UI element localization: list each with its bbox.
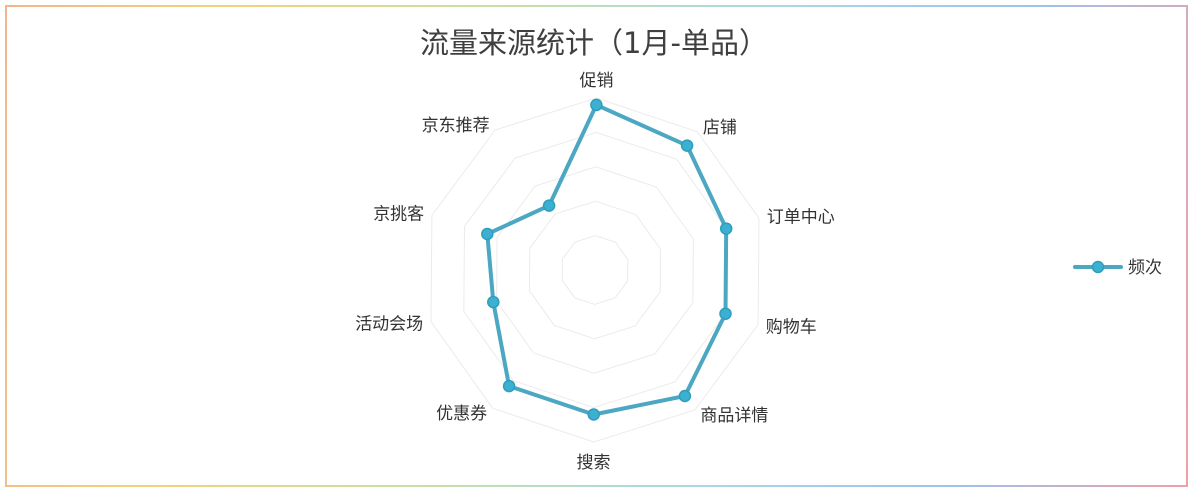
chart-title: 流量来源统计（1月-单品） <box>420 26 768 60</box>
legend-label-0[interactable]: 频次 <box>1128 258 1162 278</box>
grid-ring-2 <box>528 200 662 340</box>
chart-frame <box>5 5 1188 487</box>
data-point-购物车[interactable] <box>719 307 732 320</box>
data-point-搜索[interactable] <box>587 408 600 421</box>
data-point-京东推荐[interactable] <box>542 199 556 212</box>
legend-marker-0 <box>1091 260 1105 274</box>
axis-label-商品详情: 商品详情 <box>700 406 768 426</box>
data-point-促销[interactable] <box>590 98 603 112</box>
axis-label-优惠券: 优惠券 <box>436 404 487 424</box>
axis-label-搜索: 搜索 <box>577 453 611 473</box>
data-point-订单中心[interactable] <box>719 222 733 235</box>
grid-ring-1 <box>561 235 629 305</box>
grid-ring-5 <box>430 97 760 443</box>
grid-ring-4 <box>463 131 727 409</box>
series-line-0 <box>485 102 729 417</box>
axis-label-店铺: 店铺 <box>703 118 737 138</box>
grid-ring-3 <box>496 166 694 374</box>
axis-label-活动会场: 活动会场 <box>355 315 423 335</box>
data-point-优惠券[interactable] <box>502 379 516 393</box>
axis-label-京东推荐: 京东推荐 <box>422 116 490 136</box>
radar-grid <box>430 97 760 443</box>
axis-label-订单中心: 订单中心 <box>767 208 835 228</box>
axis-label-促销: 促销 <box>580 71 614 91</box>
axis-label-京挑客: 京挑客 <box>373 205 424 225</box>
legend[interactable]: 频次 <box>1073 258 1162 278</box>
data-point-京挑客[interactable] <box>481 227 494 241</box>
data-point-店铺[interactable] <box>680 139 694 152</box>
data-point-商品详情[interactable] <box>678 389 692 403</box>
data-point-活动会场[interactable] <box>487 295 500 309</box>
series-layer <box>481 98 733 421</box>
axis-label-购物车: 购物车 <box>766 318 817 338</box>
